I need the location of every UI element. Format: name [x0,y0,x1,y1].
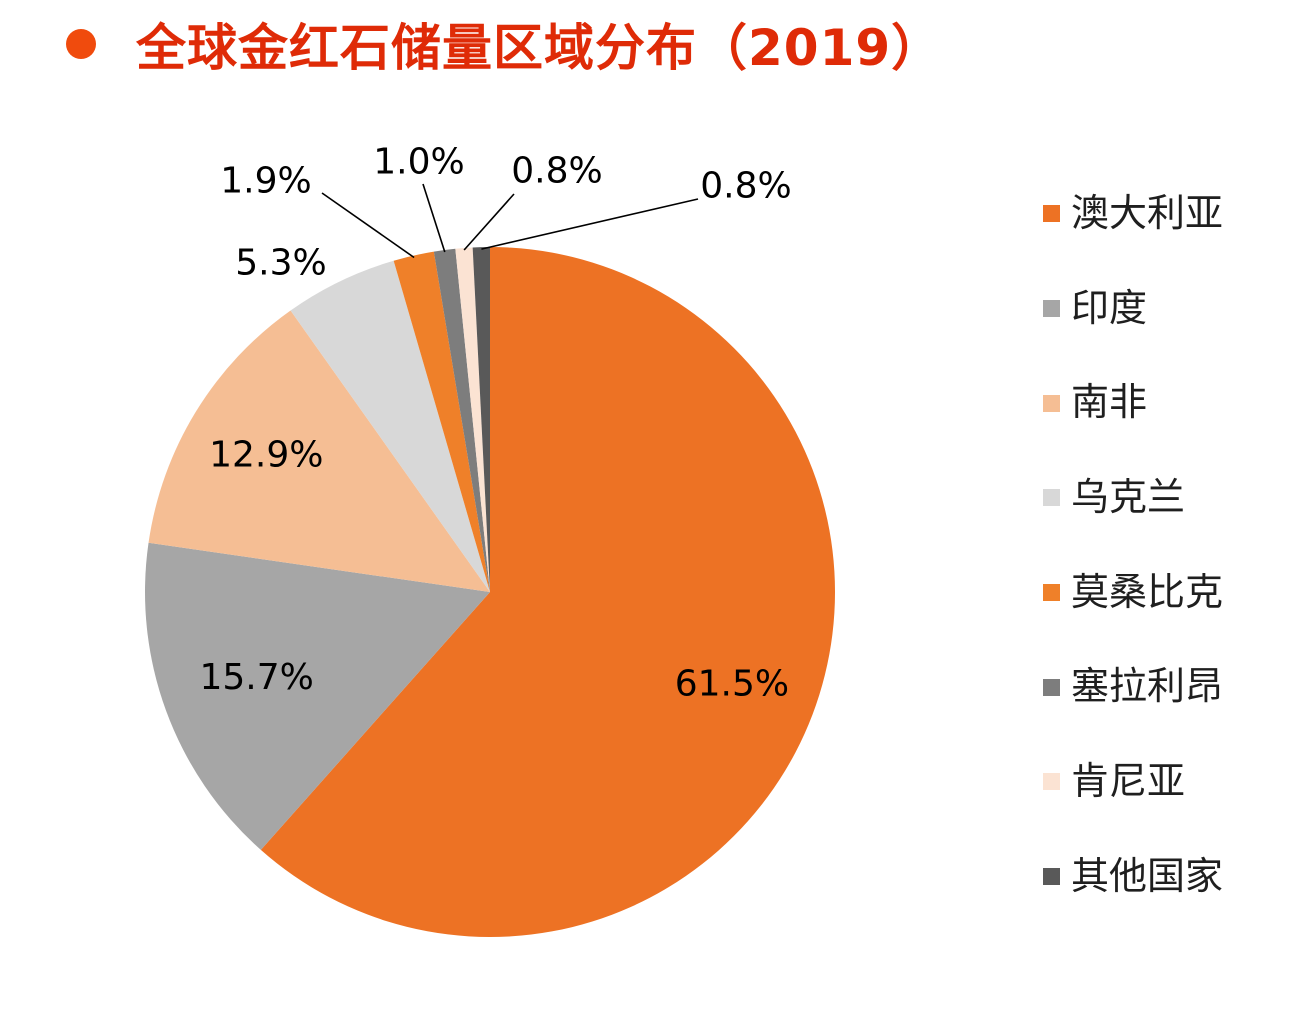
legend-swatch-icon [1043,773,1060,791]
legend-item-india: 印度 [1043,285,1223,331]
slice-label-塞拉利昂: 1.0% [373,142,464,183]
pie-slice-乌克兰 [290,260,490,592]
slice-label-肯尼亚: 0.8% [511,151,602,192]
legend-swatch-icon [1043,584,1060,602]
chart-title: 全球金红石储量区域分布（2019） [136,19,943,77]
leader-line [321,192,415,259]
legend-label: 肯尼亚 [1071,759,1186,804]
legend-item-kenya: 肯尼亚 [1043,759,1223,804]
slice-label-其他国家: 0.8% [700,166,791,207]
legend-item-mozambique: 莫桑比克 [1043,569,1224,615]
legend-swatch-icon [1043,868,1060,886]
pie-slice-印度 [145,542,490,850]
legend-swatch-icon [1043,489,1060,507]
legend-item-australia: 澳大利亚 [1043,191,1224,236]
legend-swatch-icon [1043,394,1060,412]
pie-slice-其他国家 [472,247,490,592]
leader-line [422,183,446,253]
leader-line [481,198,699,250]
pie-slice-南非 [148,310,490,592]
legend-label: 印度 [1071,285,1148,330]
legend-swatch-icon [1043,678,1060,696]
legend-item-ukraine: 乌克兰 [1043,475,1223,520]
pie-slice-塞拉利昂 [433,248,490,592]
slice-label-澳大利亚: 61.5% [675,663,789,704]
legend-label: 澳大利亚 [1071,191,1224,235]
legend-label: 其他国家 [1071,853,1224,898]
legend-label: 南非 [1071,380,1148,425]
slice-label-南非: 12.9% [209,435,323,476]
pie-slice-肯尼亚 [455,247,490,592]
legend-label: 塞拉利昂 [1071,664,1224,709]
legend-label: 乌克兰 [1071,475,1186,520]
title-bullet-icon [66,29,96,59]
legend-item-south-africa: 南非 [1043,381,1223,425]
pie-slice-澳大利亚 [260,247,836,938]
legend: 澳大利亚 印度 南非 乌克兰 莫桑比克 塞拉利昂 肯尼亚 其他国家 [1043,191,1224,899]
leader-line [463,193,515,251]
chart-header: 全球金红石储量区域分布（2019） [66,8,942,80]
legend-label: 莫桑比克 [1071,569,1224,614]
legend-item-other-countries: 其他国家 [1043,853,1224,899]
legend-swatch-icon [1043,205,1060,223]
slice-label-莫桑比克: 1.9% [220,161,311,202]
legend-item-sierra-leone: 塞拉利昂 [1043,665,1223,709]
legend-swatch-icon [1043,300,1060,318]
slice-label-印度: 15.7% [200,657,314,698]
pie-slice-莫桑比克 [393,251,490,592]
slice-label-乌克兰: 5.3% [235,243,326,284]
